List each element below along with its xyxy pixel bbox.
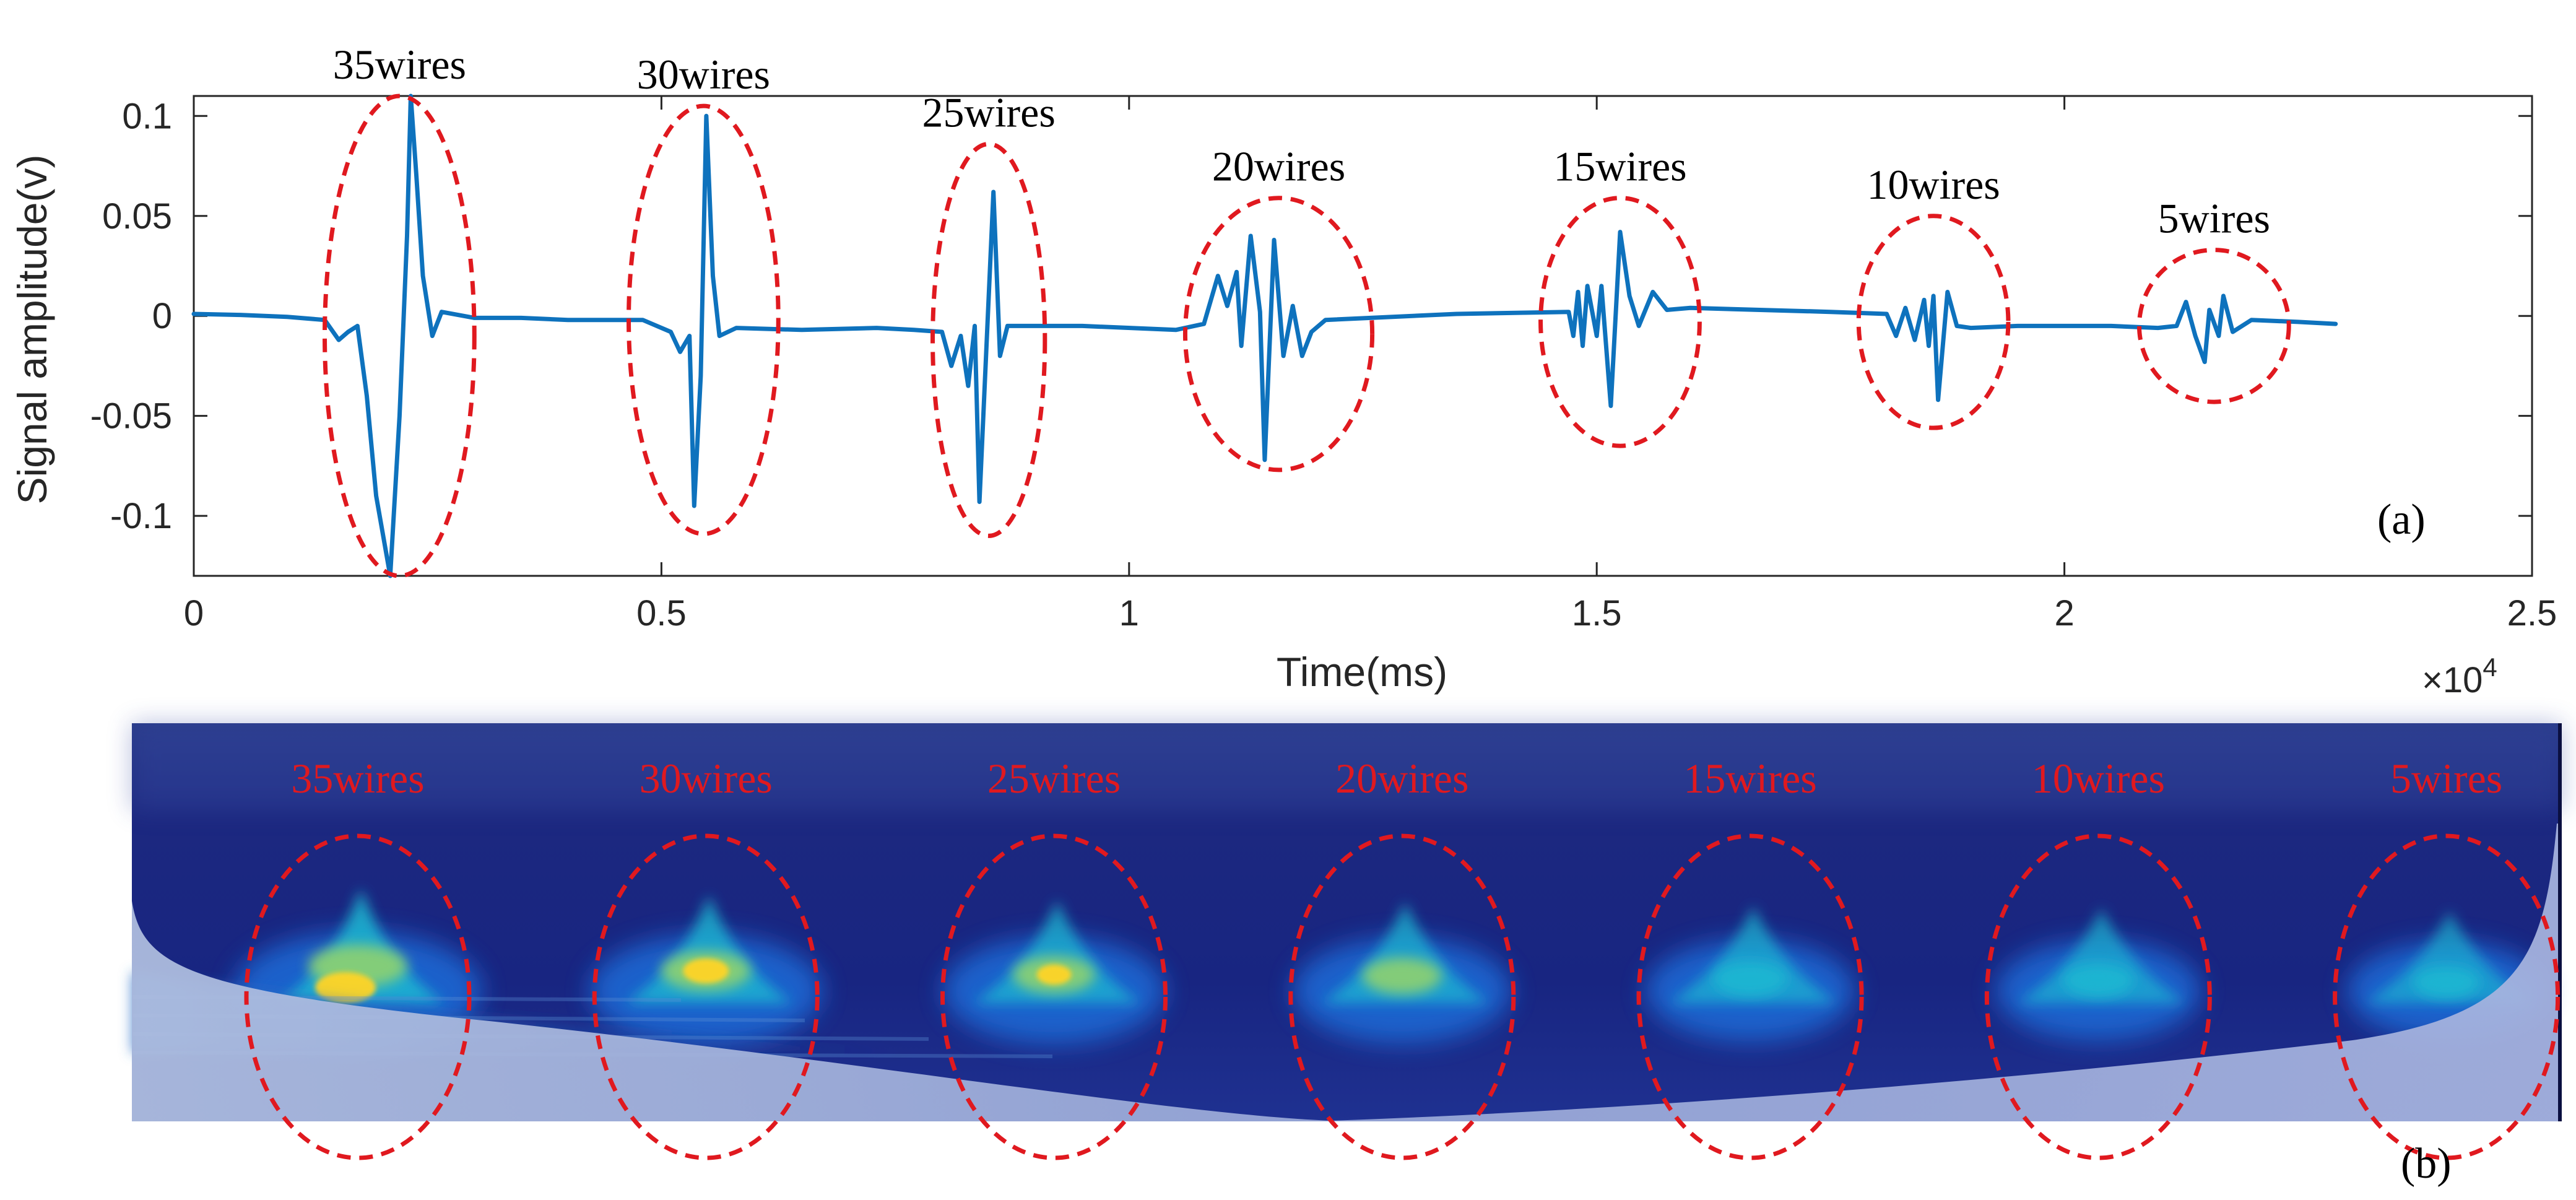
annotation-label-b: 15wires [1683, 755, 1816, 802]
highlight-ellipse [627, 103, 781, 536]
blob-core [2063, 963, 2134, 998]
annotation-label: 30wires [637, 51, 770, 98]
y-tick-label: 0.05 [102, 196, 172, 237]
highlight-ellipse-b [2333, 833, 2561, 1160]
x-multiplier: ×104 [2422, 653, 2497, 700]
annotation-label-b: 25wires [987, 755, 1121, 802]
highlight-ellipse-b [1636, 833, 1864, 1160]
x-ticks-a: 0 0.5 1 1.5 2 2.5 [184, 96, 2557, 633]
annotation-labels-a: 35wires 30wires 25wires 20wires 15wires 10wir… [333, 41, 2270, 242]
y-tick-label: 0.1 [122, 96, 172, 136]
annotation-label-b: 10wires [2032, 755, 2165, 802]
blob-body [2366, 911, 2533, 1003]
y-axis-label: Signal amplitude(v) [9, 155, 55, 505]
blob-body [2018, 908, 2185, 1003]
annotation-label-b: 20wires [1335, 755, 1468, 802]
cone-of-influence [132, 824, 2562, 1121]
highlight-ellipse [1182, 196, 1375, 472]
x-tick-label: 2 [2054, 593, 2074, 633]
highlight-ellipse [2136, 248, 2291, 404]
annotation-label: 15wires [1553, 143, 1686, 190]
y-tick-label: -0.1 [110, 496, 172, 536]
highlight-ellipse-b [940, 833, 1168, 1160]
highlight-ellipse [323, 93, 477, 578]
blob-core [1362, 957, 1442, 994]
y-tick-label: -0.05 [90, 396, 172, 437]
annotation-label: 5wires [2158, 195, 2270, 242]
ellipses-b [244, 833, 2561, 1160]
series-line [191, 93, 2338, 578]
series-a [191, 93, 2338, 578]
y-tick-label: 0 [152, 296, 172, 336]
x-tick-label: 1.5 [1572, 593, 1622, 633]
blob-peak [1036, 964, 1072, 985]
x-multiplier-exponent: 4 [2483, 653, 2497, 682]
highlight-ellipse [1856, 214, 2011, 430]
highlight-ellipse-b [1984, 833, 2212, 1160]
ellipses-a [323, 93, 2291, 578]
panel-b-heatmap: 35wires 30wires 25wires 20wires 15wires 10wir… [132, 723, 2562, 1188]
x-tick-label: 0 [184, 593, 204, 633]
y-ticks-a: 0.1 0.05 0 -0.05 -0.1 [90, 96, 2532, 536]
annotation-label: 25wires [922, 89, 1056, 136]
x-tick-label: 2.5 [2507, 593, 2557, 633]
x-multiplier-base: ×10 [2422, 660, 2483, 700]
blob-peak [683, 959, 729, 983]
highlight-ellipse [1538, 196, 1702, 448]
highlight-ellipse-b [1288, 833, 1516, 1160]
annotation-labels-b: 35wires 30wires 25wires 20wires 15wires 10wir… [291, 755, 2502, 802]
blob-peak [315, 972, 376, 1003]
blob-core [1713, 962, 1787, 996]
blob-core [2413, 966, 2480, 999]
highlight-ellipse-b [244, 833, 472, 1160]
heatmap-texture [132, 723, 2562, 810]
annotation-label-b: 5wires [2390, 755, 2502, 802]
plot-area-a [193, 95, 2533, 577]
x-axis-label: Time(ms) [1277, 649, 1447, 695]
highlight-ellipse-b [592, 833, 820, 1160]
x-tick-label: 0.5 [636, 593, 687, 633]
x-tick-label: 1 [1119, 593, 1139, 633]
annotation-label-b: 35wires [291, 755, 424, 802]
highlight-ellipse [930, 141, 1047, 538]
annotation-label: 35wires [333, 41, 466, 88]
annotation-label: 20wires [1212, 143, 1345, 190]
panel-a-line-chart: 0 0.5 1 1.5 2 2.5 0.1 0.05 0 -0.05 -0.1 35wires 30… [9, 41, 2557, 700]
annotation-label: 10wires [1867, 161, 2000, 208]
panel-label-a: (a) [2377, 496, 2426, 544]
heatmap-blobs [234, 889, 2546, 1050]
annotation-label-b: 30wires [640, 755, 773, 802]
panel-label-b: (b) [2401, 1140, 2452, 1188]
blob-body [1670, 906, 1837, 1003]
